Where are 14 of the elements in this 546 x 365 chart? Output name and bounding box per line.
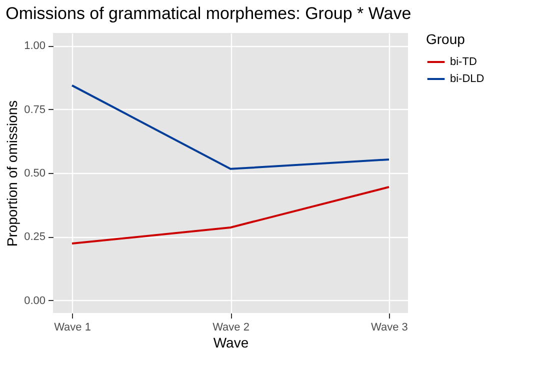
legend-title: Group: [426, 31, 466, 47]
x-tick-label: Wave 1: [54, 322, 91, 334]
y-tick-label: 1.00: [24, 40, 46, 52]
x-tick-label: Wave 2: [212, 322, 250, 334]
legend-label: bi-DLD: [450, 73, 484, 85]
y-tick-label: 0.75: [24, 104, 46, 116]
y-tick-label: 0.50: [24, 168, 46, 180]
legend-label: bi-TD: [450, 56, 477, 68]
chart-title: Omissions of grammatical morphemes: Group * Wave: [6, 4, 412, 23]
y-tick-label: 0.25: [24, 231, 46, 244]
x-tick-label: Wave 3: [371, 322, 408, 334]
y-axis-title: Proportion of omissions: [4, 100, 20, 247]
y-tick-label: 0.00: [24, 294, 46, 307]
x-axis-title: Wave: [213, 334, 249, 350]
